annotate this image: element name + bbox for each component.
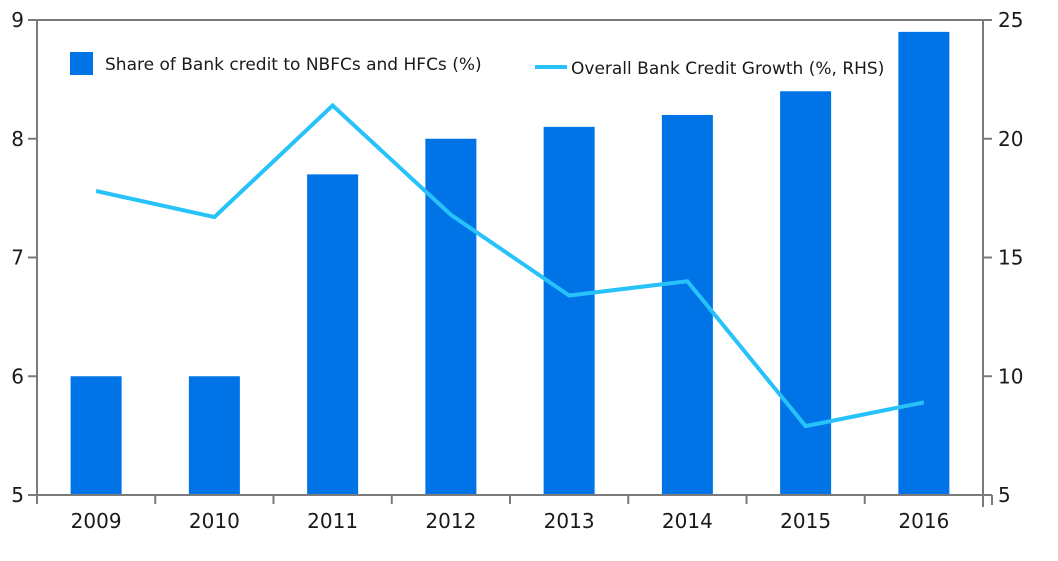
x-axis-ticks: 2009 2010 2011 2012 2013 2014 2015 2016 xyxy=(36,495,984,533)
x-tick-label: 2010 xyxy=(189,509,240,533)
right-tick-label: 5 xyxy=(998,483,1011,507)
x-tick-label: 2016 xyxy=(898,509,949,533)
right-tick-label: 15 xyxy=(998,246,1023,270)
x-tick-label: 2009 xyxy=(71,509,122,533)
bar-2013 xyxy=(543,126,595,495)
legend-bar-swatch xyxy=(70,52,93,75)
left-tick-label: 7 xyxy=(11,246,24,270)
right-tick-label: 10 xyxy=(998,364,1023,388)
x-tick-label: 2014 xyxy=(662,509,713,533)
x-tick-label: 2013 xyxy=(544,509,595,533)
left-tick-label: 8 xyxy=(11,127,24,151)
x-tick-label: 2015 xyxy=(780,509,831,533)
bar-2010 xyxy=(188,376,240,495)
x-tick-label: 2012 xyxy=(425,509,476,533)
bar-2011 xyxy=(307,174,359,495)
right-axis-ticks: 5 10 15 20 25 xyxy=(983,8,1023,507)
bar-2015 xyxy=(780,91,832,495)
left-tick-label: 9 xyxy=(11,8,24,32)
bar-2009 xyxy=(70,376,122,495)
bar-2012 xyxy=(425,138,477,495)
legend-bar-label: Share of Bank credit to NBFCs and HFCs (… xyxy=(105,55,482,75)
legend-line-label: Overall Bank Credit Growth (%, RHS) xyxy=(571,59,884,79)
left-tick-label: 5 xyxy=(11,483,24,507)
left-axis-ticks: 5 6 7 8 9 xyxy=(11,8,37,507)
x-tick-label: 2011 xyxy=(307,509,358,533)
right-tick-label: 25 xyxy=(998,8,1023,32)
right-tick-label: 20 xyxy=(998,127,1023,151)
left-tick-label: 6 xyxy=(11,364,24,388)
bar-2016 xyxy=(898,31,950,495)
legend: Share of Bank credit to NBFCs and HFCs (… xyxy=(70,52,884,79)
line-series-credit-growth xyxy=(95,102,925,429)
